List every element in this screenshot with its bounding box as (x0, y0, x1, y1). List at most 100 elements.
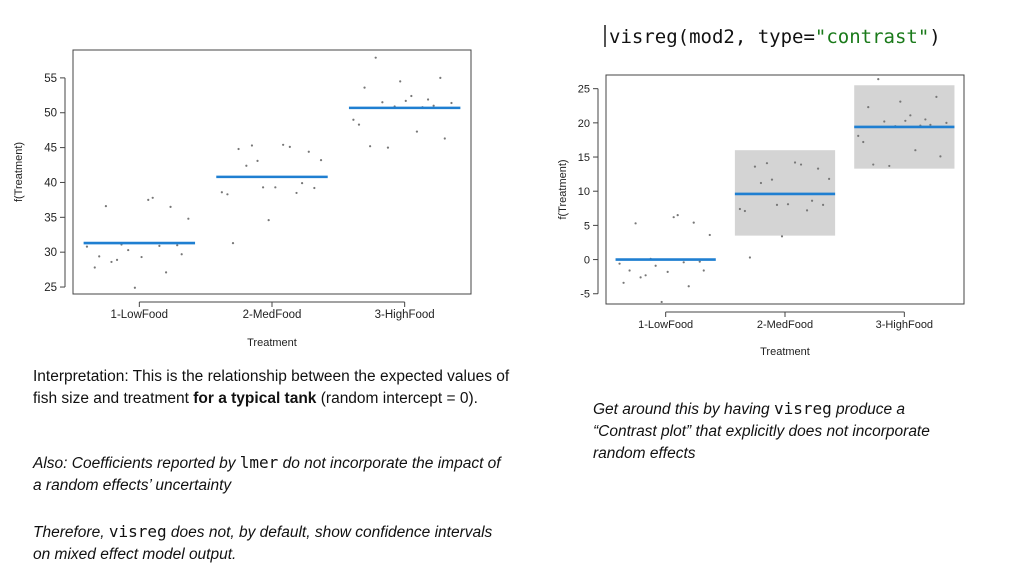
data-point (220, 191, 223, 194)
data-point (319, 159, 323, 162)
data-point (115, 258, 119, 261)
data-point (357, 123, 361, 126)
data-point (702, 269, 705, 272)
data-point (935, 95, 938, 98)
code-caret (604, 25, 606, 47)
data-point (450, 101, 453, 105)
data-point (93, 266, 96, 269)
data-point (313, 186, 316, 190)
data-point (381, 101, 384, 104)
y-tick-label: 50 (44, 108, 57, 120)
data-point (386, 146, 390, 149)
data-point (439, 76, 442, 79)
y-tick-label: 30 (44, 247, 57, 259)
data-point (443, 137, 446, 140)
y-axis-label: f(Treatment) (13, 142, 25, 202)
data-point (862, 140, 865, 144)
data-point (426, 98, 430, 101)
data-point (828, 177, 831, 181)
x-tick-label: 2-MedFood (757, 319, 813, 331)
y-axis-label: f(Treatment) (557, 159, 569, 219)
data-point (133, 286, 136, 289)
data-point (176, 244, 179, 247)
code-prefix: visreg(mod2, type= (609, 26, 815, 48)
y-tick-label: 45 (44, 143, 57, 155)
data-point (374, 56, 377, 59)
data-point (654, 264, 657, 267)
lmer-code: lmer (239, 453, 279, 472)
code-snippet: visreg(mod2, type="contrast") (604, 25, 941, 48)
data-point (682, 261, 685, 264)
data-point (888, 164, 891, 168)
data-point (692, 221, 695, 224)
data-point (867, 106, 870, 109)
data-point (261, 186, 265, 189)
data-point (672, 216, 675, 219)
data-point (127, 248, 130, 252)
data-point (914, 149, 917, 152)
y-tick-label: 35 (44, 212, 57, 224)
data-point (805, 209, 809, 212)
data-point (307, 150, 310, 153)
data-point (256, 159, 259, 162)
interpretation-tail: (random intercept = 0). (316, 390, 478, 407)
data-point (352, 118, 355, 121)
data-point (786, 203, 790, 206)
data-point (666, 270, 669, 273)
data-point (759, 181, 763, 185)
data-point (622, 281, 625, 284)
data-point (639, 276, 642, 279)
data-point (929, 123, 932, 127)
data-point (748, 256, 752, 259)
data-point (399, 80, 402, 83)
data-point (282, 143, 285, 146)
data-point (810, 199, 814, 202)
data-point (274, 186, 277, 189)
code-suffix: ) (929, 26, 941, 48)
x-tick-label: 3-HighFood (375, 309, 435, 321)
visreg-code-right: visreg (773, 399, 832, 418)
data-point (924, 118, 927, 121)
data-point (765, 162, 769, 165)
data-point (816, 167, 820, 170)
data-point (158, 244, 161, 247)
data-point (432, 104, 435, 107)
plot-frame (605, 74, 965, 305)
data-point (753, 165, 757, 168)
visreg-code: visreg (108, 522, 167, 541)
coefficients-note-b: do not incorporate the impact of a rando… (33, 455, 501, 494)
data-point (780, 235, 784, 238)
therefore-note-b: does not, by default, show confidence in… (33, 524, 493, 563)
data-point (904, 119, 907, 122)
code-string: "contrast" (814, 26, 930, 48)
data-point (628, 269, 631, 272)
contrast-note: Get around this by having visreg produce… (593, 398, 973, 465)
data-point (676, 214, 679, 217)
y-tick-label: 55 (44, 73, 57, 85)
data-point (226, 193, 229, 196)
contrast-note-a: Get around this by having (593, 401, 774, 418)
data-point (687, 285, 690, 288)
x-tick-label: 3-HighFood (876, 319, 933, 331)
data-point (98, 255, 101, 258)
data-point (743, 209, 747, 213)
data-point (288, 145, 291, 149)
chart-contrast: -5 0 5 10 15 20 25 1-LowFood 2-MedFood 3-HighFood… (557, 74, 965, 358)
interpretation-text: Interpretation: This is the relationship… (33, 366, 513, 410)
data-point (369, 145, 372, 148)
data-point (187, 217, 190, 220)
data-point (151, 196, 154, 199)
y-tick-label: -5 (580, 289, 590, 301)
data-point (799, 163, 803, 166)
data-point (738, 207, 741, 211)
coefficients-note: Also: Coefficients reported by lmer do n… (33, 452, 513, 497)
data-point (231, 242, 235, 245)
data-point (404, 99, 407, 102)
y-tick-label: 40 (44, 177, 57, 189)
data-point (237, 147, 240, 151)
data-point (770, 178, 774, 181)
data-point (295, 191, 298, 195)
data-point (85, 245, 89, 248)
data-point (872, 163, 875, 166)
data-point (169, 205, 172, 208)
